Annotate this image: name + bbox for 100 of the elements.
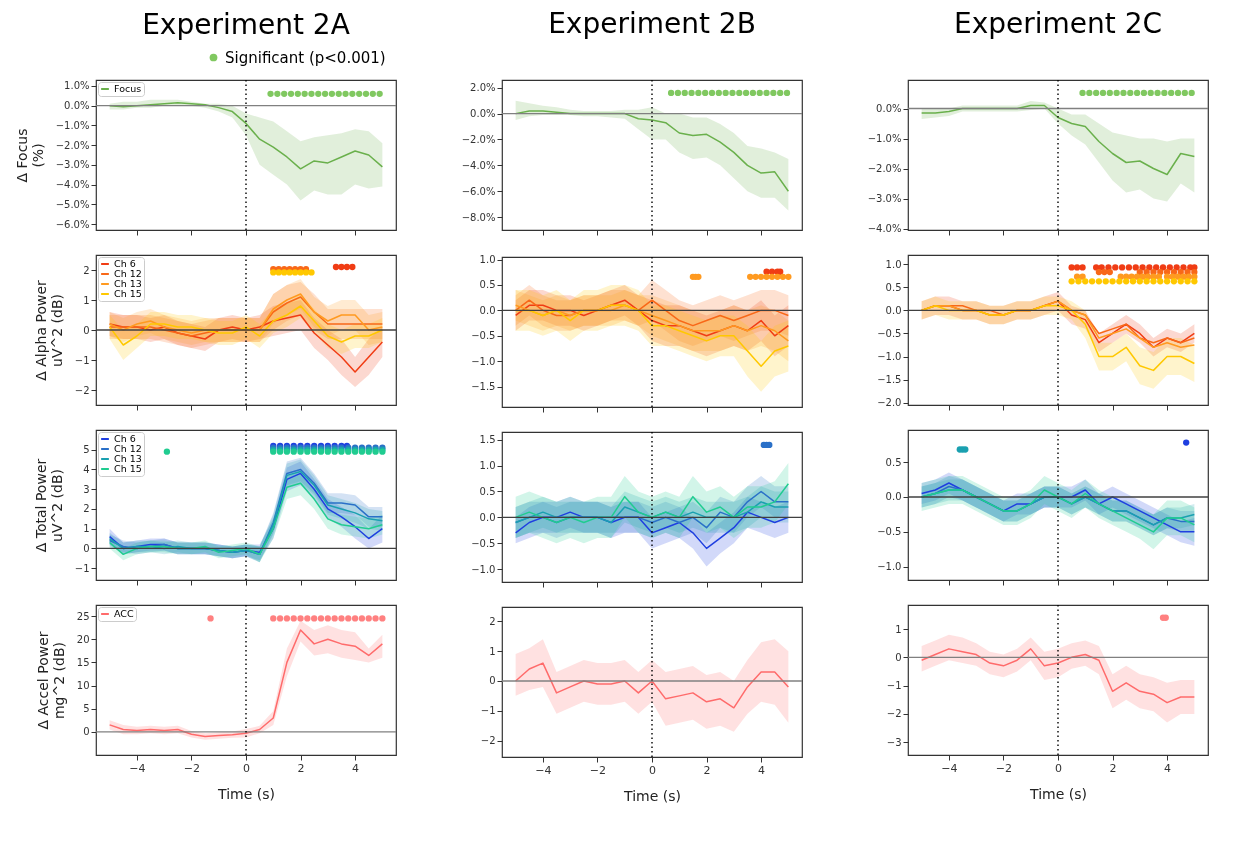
y-tick-label: −3.0% — [55, 159, 90, 171]
x-tick-label: 0 — [243, 761, 250, 775]
y-axis-title: Δ Total Power uV^2 (dB) — [32, 458, 65, 553]
legend-label: Ch 12 — [114, 443, 142, 454]
y-tick-label: −2.0 — [877, 397, 902, 409]
x-tick-label: 2 — [1109, 761, 1117, 775]
x-tick-label: 4 — [758, 763, 766, 777]
y-tick-label: 0.0 — [885, 491, 902, 503]
y-tick-label: −4.0% — [55, 179, 90, 191]
x-tick-label: −4 — [129, 761, 146, 775]
y-tick-label: 4 — [83, 463, 90, 475]
legend-label: Ch 13 — [114, 453, 142, 464]
y-tick-label: 0 — [83, 726, 90, 738]
y-tick-label: 10 — [76, 680, 90, 692]
legend-label: Significant (p<0.001) — [225, 48, 386, 67]
y-tick-label: 2.0% — [470, 82, 496, 94]
y-tick-label: −5.0% — [55, 198, 90, 210]
y-tick-label: −6.0% — [55, 218, 90, 230]
x-tick-label: −2 — [589, 763, 607, 777]
y-tick-label: −0.5 — [877, 526, 902, 538]
y-tick-label: −0.5 — [877, 327, 902, 339]
chart-title: Experiment 2B — [548, 7, 756, 41]
y-tick-label: −3.0% — [867, 193, 902, 204]
y-tick-label: 0.5 — [885, 281, 902, 293]
chart-title: Experiment 2A — [142, 8, 350, 41]
y-tick-label: 0 — [895, 651, 902, 663]
y-tick-label: 0.0% — [876, 103, 902, 114]
legend-label: Ch 12 — [114, 268, 142, 279]
y-tick-label: −1.0 — [471, 563, 496, 575]
y-tick-label: 25 — [76, 610, 90, 622]
y-tick-label: 1.0 — [479, 460, 496, 472]
y-tick-label: 1.5 — [479, 434, 496, 446]
y-axis-title: Δ Alpha Power uV^2 (dB) — [32, 279, 65, 381]
y-tick-label: −4.0% — [461, 159, 496, 171]
y-tick-label: 0.5 — [885, 456, 902, 468]
y-tick-label: −2 — [886, 708, 902, 720]
y-tick-label: −1.5 — [471, 381, 496, 393]
y-tick-label: 0.0 — [885, 304, 902, 316]
legend-label: ACC — [114, 608, 134, 619]
y-tick-label: −1.0 — [877, 561, 902, 573]
y-tick-label: 1 — [83, 294, 90, 306]
x-tick-label: −4 — [535, 763, 552, 777]
y-tick-label: −1 — [480, 705, 496, 717]
y-tick-label: −1.0 — [877, 351, 902, 363]
y-tick-label: −2.0% — [461, 133, 496, 145]
y-tick-label: −1.0% — [867, 133, 902, 144]
y-axis-title: Δ Focus (%) — [13, 128, 46, 183]
y-tick-label: 1.0 — [479, 254, 496, 266]
y-axis-title: Δ Accel Power mg^2 (dB) — [34, 631, 67, 730]
y-tick-label: −1.0% — [55, 119, 90, 131]
y-tick-label: −2.0% — [867, 163, 902, 174]
y-tick-label: 1 — [83, 523, 90, 535]
legend-label: Ch 15 — [114, 463, 142, 474]
legend-label: Focus — [114, 83, 142, 94]
x-tick-label: 4 — [352, 761, 360, 775]
y-tick-label: 0.0% — [470, 108, 496, 120]
y-tick-label: 1 — [895, 623, 902, 635]
y-tick-label: 15 — [76, 656, 90, 668]
y-tick-label: 3 — [83, 483, 90, 495]
x-tick-label: −4 — [941, 761, 958, 775]
x-tick-label: 2 — [297, 761, 305, 775]
y-tick-label: 0.5 — [479, 485, 496, 497]
y-tick-label: 0 — [83, 324, 90, 336]
legend-label: Ch 13 — [114, 278, 142, 289]
y-tick-label: −1.0 — [471, 355, 496, 367]
y-tick-label: 1.0% — [64, 80, 90, 92]
y-tick-label: −2 — [480, 735, 496, 747]
y-tick-label: 2 — [83, 503, 90, 515]
chart-title: Experiment 2C — [953, 7, 1163, 41]
y-tick-label: 0 — [83, 542, 90, 554]
y-tick-label: 5 — [83, 444, 90, 456]
y-tick-label: −1 — [74, 354, 90, 366]
y-tick-label: 20 — [76, 633, 90, 645]
x-axis-title: Time (s) — [623, 787, 681, 804]
y-tick-label: −2 — [74, 384, 90, 396]
y-tick-label: −8.0% — [461, 211, 496, 223]
x-axis-title: Time (s) — [217, 785, 275, 802]
y-tick-label: −4.0% — [867, 223, 902, 234]
y-tick-label: −6.0% — [461, 185, 496, 197]
x-tick-label: −2 — [183, 761, 201, 775]
y-tick-label: −1.5 — [877, 374, 902, 386]
y-tick-label: −3 — [886, 736, 902, 748]
y-tick-label: 1.0 — [885, 258, 902, 270]
y-tick-label: 0 — [489, 675, 496, 687]
x-tick-label: 0 — [649, 763, 656, 777]
legend-label: Ch 15 — [114, 288, 142, 299]
y-tick-label: −0.5 — [471, 537, 496, 549]
x-axis-title: Time (s) — [1029, 785, 1087, 802]
y-tick-label: −2.0% — [55, 139, 90, 151]
x-tick-label: 4 — [1164, 761, 1172, 775]
y-tick-label: 0.0 — [479, 304, 496, 316]
x-tick-label: 0 — [1055, 761, 1062, 775]
y-tick-label: 0.0% — [64, 100, 90, 112]
legend-label: Ch 6 — [114, 258, 136, 269]
y-tick-label: −1 — [886, 680, 902, 692]
legend-label: Ch 6 — [114, 433, 136, 444]
y-tick-label: 1 — [489, 645, 496, 657]
y-tick-label: 0.5 — [479, 279, 496, 291]
y-tick-label: −0.5 — [471, 330, 496, 342]
x-tick-label: −2 — [995, 761, 1013, 775]
